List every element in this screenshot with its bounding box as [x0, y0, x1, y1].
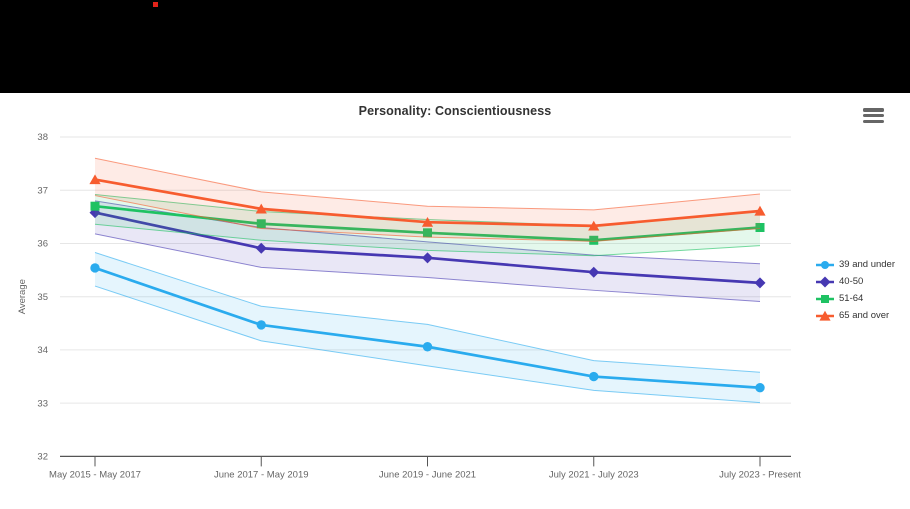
series-band-upper-line: [94, 157, 761, 211]
diamond-marker-icon: [816, 276, 834, 287]
series-band-lower-line: [94, 223, 761, 257]
data-point-marker[interactable]: [421, 216, 434, 227]
data-point-marker[interactable]: [256, 219, 266, 229]
data-point-marker[interactable]: [754, 205, 766, 216]
data-point-marker[interactable]: [422, 342, 433, 352]
y-axis-tick-label: 37: [37, 185, 48, 196]
hamburger-icon: [863, 113, 884, 118]
x-axis-tick-label: June 2019 - June 2021: [379, 469, 476, 480]
triangle-marker-icon: [816, 310, 834, 321]
legend-label: 51-64: [839, 293, 864, 304]
red-indicator-dot: [153, 2, 158, 7]
x-axis-tick-label: July 2021 - July 2023: [549, 469, 639, 480]
data-point-marker[interactable]: [589, 371, 599, 382]
series-band-lower-line: [94, 233, 761, 302]
data-point-marker[interactable]: [422, 252, 433, 264]
legend-label: 65 and over: [839, 310, 890, 321]
y-axis-tick-label: 35: [37, 292, 48, 303]
y-axis-tick-label: 36: [37, 239, 48, 250]
series-band-upper-line: [94, 252, 761, 373]
y-axis-tick-label: 32: [37, 452, 48, 463]
hamburger-icon: [863, 108, 884, 112]
hamburger-icon: [863, 119, 884, 124]
y-axis-tick-label: 33: [37, 398, 48, 409]
data-point-marker[interactable]: [89, 174, 101, 185]
y-axis-tick-label: 34: [37, 345, 48, 356]
y-axis-tick-label: 38: [37, 132, 48, 143]
series-band-39-and-under: [95, 252, 760, 403]
chart-plot-area: 32 33 34 35 36 37 38 Average May 2015 - May 2017…: [17, 132, 801, 480]
legend-item-51-64[interactable]: 51-64: [816, 290, 895, 307]
x-axis-tick-label: May 2015 - May 2017: [49, 469, 141, 480]
data-point-marker[interactable]: [90, 263, 100, 273]
chart-title: Personality: Conscientiousness: [358, 104, 552, 118]
data-point-marker[interactable]: [755, 222, 765, 232]
series-band-65-and-over: [95, 158, 760, 242]
data-point-marker[interactable]: [588, 220, 600, 231]
data-point-marker[interactable]: [256, 320, 266, 330]
legend-label: 40-50: [839, 276, 864, 287]
x-axis-tick-label: June 2017 - May 2019: [214, 469, 309, 480]
top-black-bar: [0, 0, 910, 93]
circle-marker-icon: [816, 260, 834, 269]
data-point-marker[interactable]: [90, 201, 100, 211]
chart-container: Personality: Conscientiousness 32 33 34 35 3…: [0, 93, 910, 509]
y-axis-title: Average: [17, 279, 28, 314]
legend-item-40-50[interactable]: 40-50: [816, 273, 895, 290]
data-point-marker[interactable]: [754, 277, 766, 289]
data-point-marker[interactable]: [255, 203, 267, 214]
data-point-marker[interactable]: [755, 383, 765, 393]
legend-item-39-and-under[interactable]: 39 and under: [816, 256, 895, 273]
data-point-marker[interactable]: [255, 242, 267, 254]
data-point-marker[interactable]: [423, 228, 432, 238]
square-marker-icon: [816, 294, 834, 303]
chart-legend: 39 and under 40-50 51-64 65 and over: [816, 256, 895, 324]
legend-label: 39 and under: [839, 259, 895, 270]
data-point-marker[interactable]: [589, 235, 599, 245]
series-band-lower-line: [94, 285, 761, 404]
chart-context-menu-button[interactable]: [863, 108, 884, 124]
data-point-marker[interactable]: [588, 266, 600, 278]
series-band-lower-line: [94, 195, 761, 242]
x-axis-tick-label: July 2023 - Present: [719, 469, 801, 480]
legend-item-65-and-over[interactable]: 65 and over: [816, 307, 895, 324]
